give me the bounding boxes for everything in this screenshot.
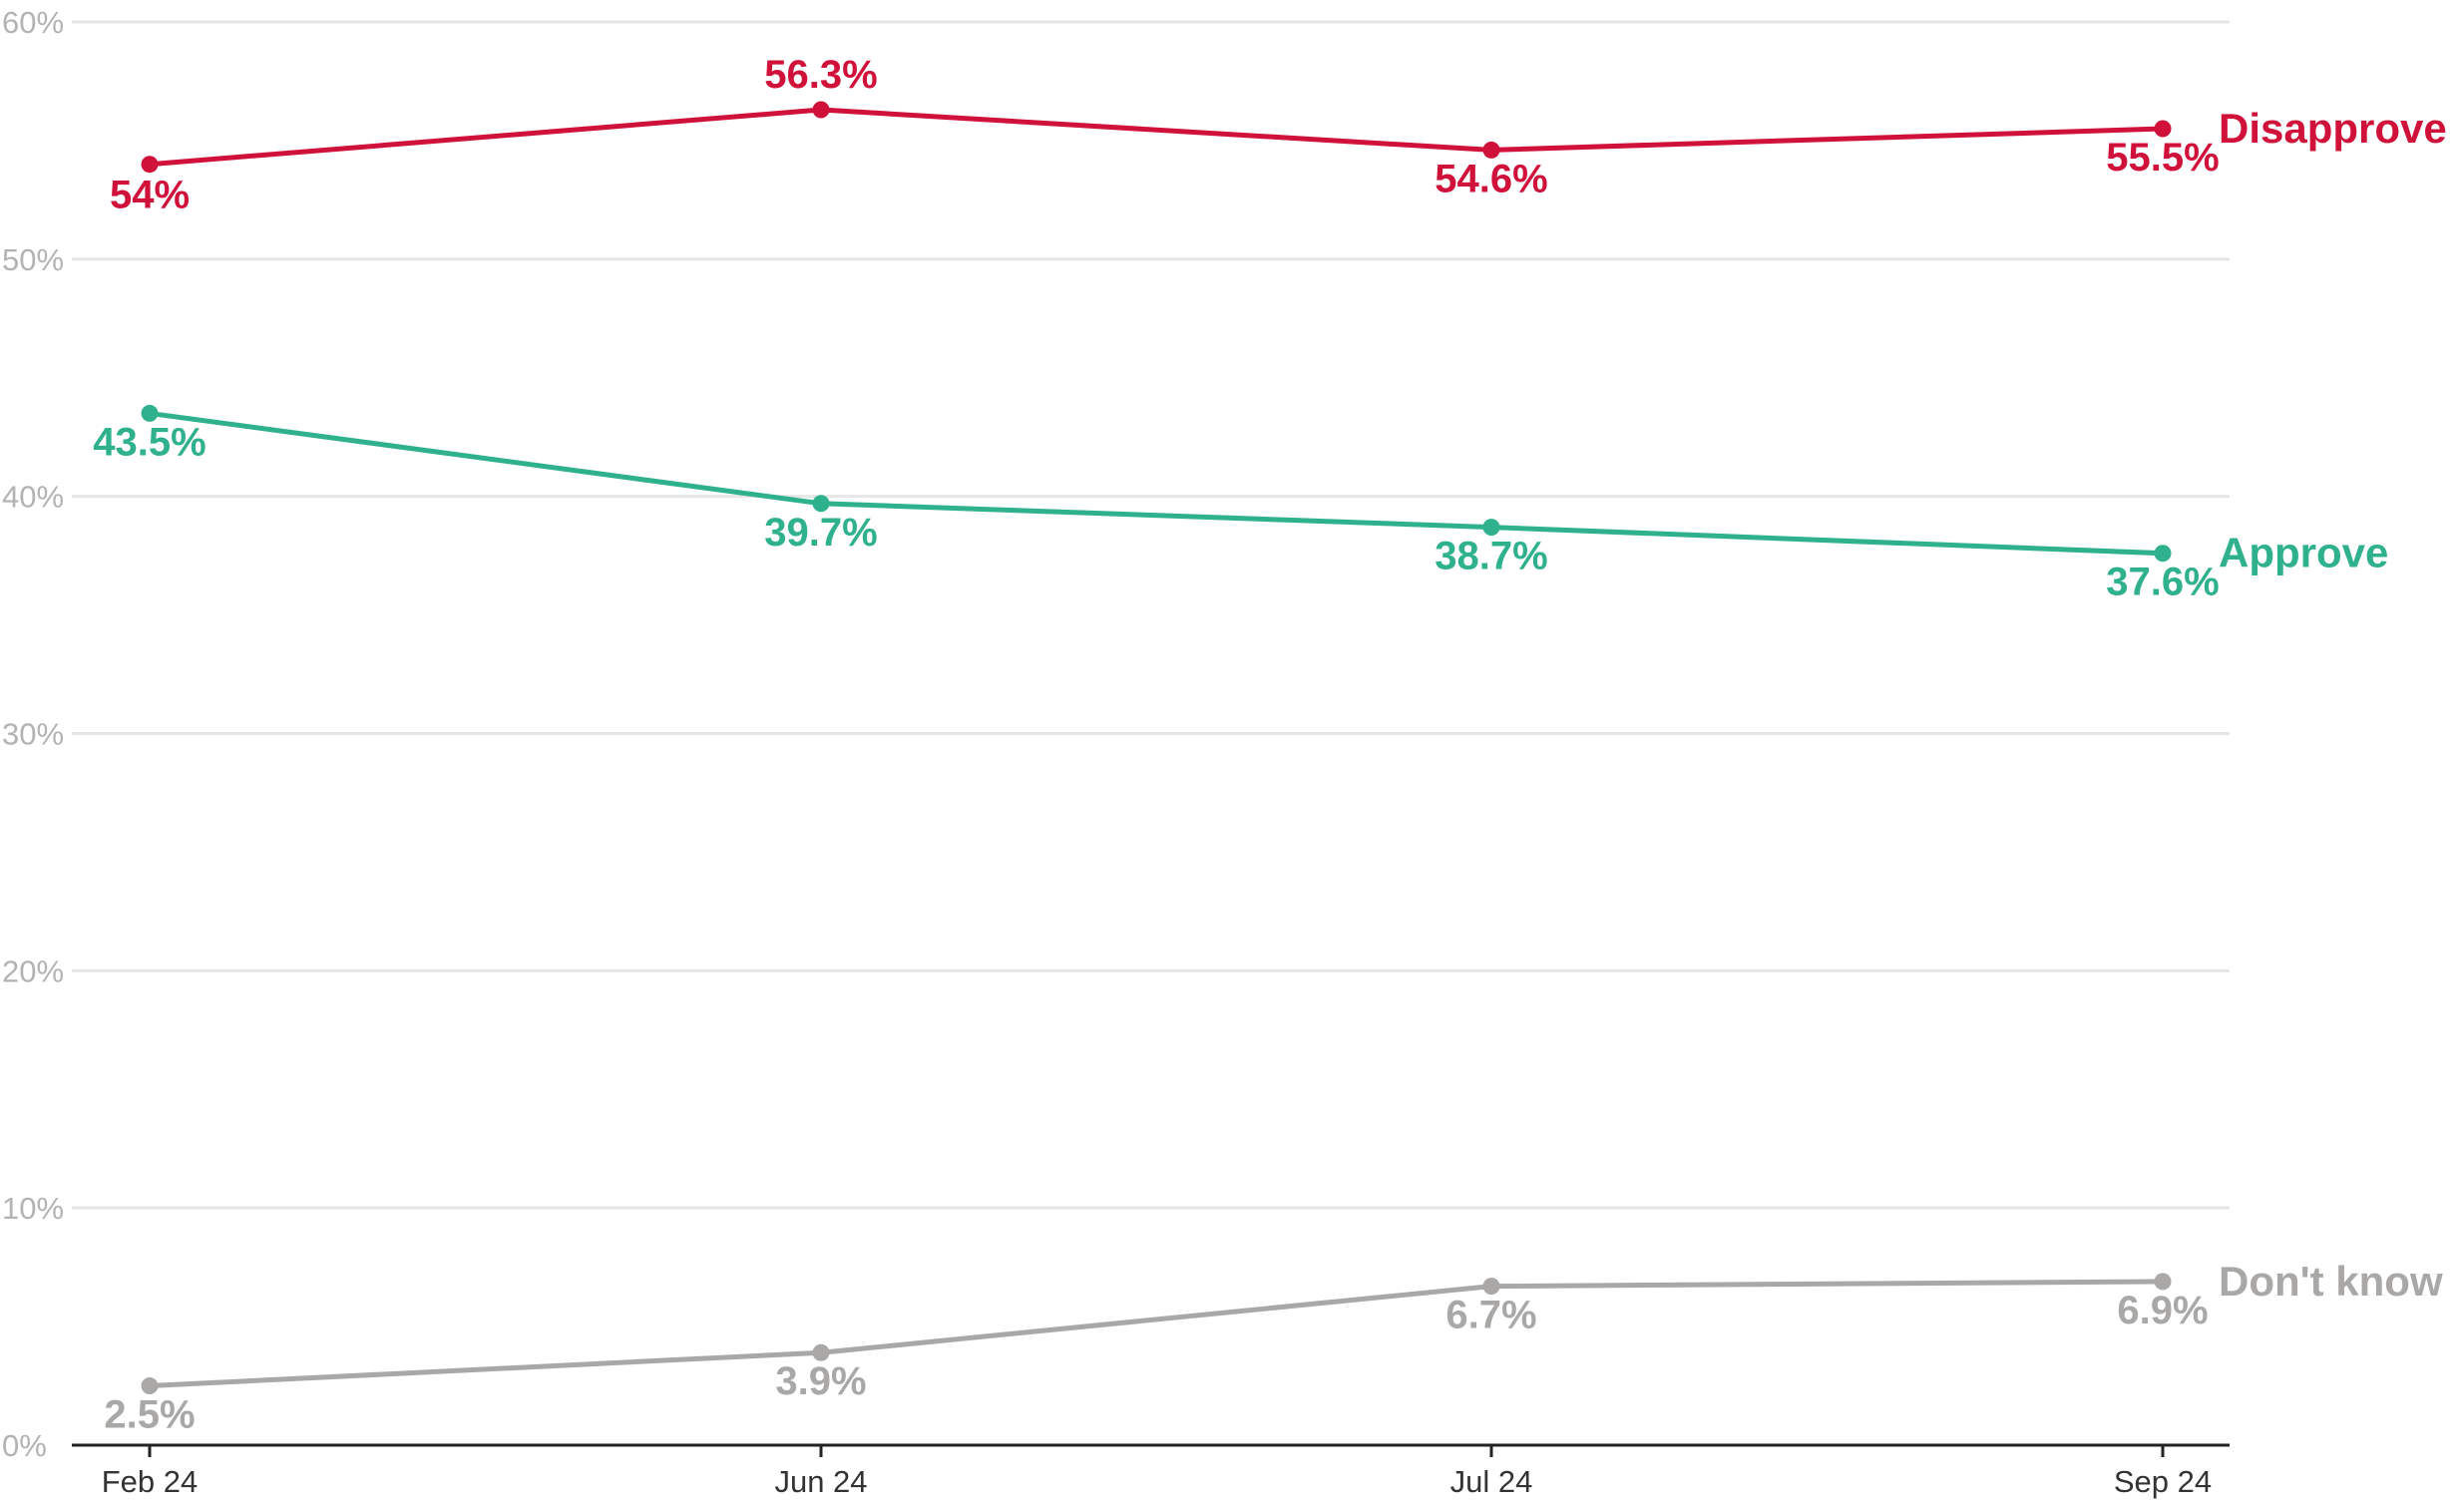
data-point-disapprove-3 <box>2154 120 2172 138</box>
data-point-approve-2 <box>1482 519 1500 537</box>
x-tick-label-3: Sep 24 <box>2114 1464 2212 1499</box>
x-tick-label-1: Jun 24 <box>774 1464 867 1499</box>
data-label-don-t-know-2: 6.7% <box>1445 1294 1536 1337</box>
x-tick-label-2: Jul 24 <box>1450 1464 1533 1499</box>
data-label-approve-0: 43.5% <box>93 420 205 464</box>
data-point-disapprove-0 <box>141 156 159 174</box>
y-tick-label-20: 20% <box>2 953 64 988</box>
data-label-don-t-know-0: 2.5% <box>104 1393 195 1437</box>
data-label-approve-1: 39.7% <box>764 511 877 555</box>
data-label-don-t-know-1: 3.9% <box>775 1359 866 1403</box>
data-point-don-t-know-0 <box>141 1377 159 1395</box>
series-disapprove: 54% 56.3% 54.6% 55.5%Disapprove <box>110 53 2447 217</box>
data-label-disapprove-0: 54% <box>110 174 190 217</box>
data-label-disapprove-1: 56.3% <box>764 53 877 97</box>
data-point-don-t-know-1 <box>812 1343 830 1361</box>
gridlines <box>72 20 2230 1210</box>
data-label-approve-3: 37.6% <box>2106 561 2219 604</box>
x-tick-label-0: Feb 24 <box>102 1464 199 1499</box>
y-tick-label-0: 0% <box>2 1428 47 1463</box>
series-line-don-t-know <box>147 1279 2166 1389</box>
y-tick-label-40: 40% <box>2 480 64 515</box>
data-point-don-t-know-2 <box>1482 1278 1500 1296</box>
y-tick-label-30: 30% <box>2 717 64 752</box>
data-label-disapprove-2: 54.6% <box>1435 157 1547 200</box>
series-line-approve <box>147 410 2166 557</box>
series-don-t-know: 2.5% 3.9% 6.7% 6.9% Don't know <box>104 1258 2443 1437</box>
series-label-disapprove: Disapprove <box>2219 105 2447 152</box>
data-point-don-t-know-3 <box>2154 1273 2172 1291</box>
data-label-don-t-know-3: 6.9% <box>2117 1289 2208 1332</box>
y-tick-label-10: 10% <box>2 1191 64 1226</box>
y-tick-label-50: 50% <box>2 242 64 277</box>
series-approve: 43.5% 39.7% 38.7% 37.6%Approve <box>93 404 2388 604</box>
data-point-approve-0 <box>141 404 159 422</box>
data-point-approve-1 <box>812 495 830 513</box>
data-point-approve-3 <box>2154 545 2172 563</box>
series-label-don-t-know: Don't know <box>2219 1258 2443 1305</box>
y-tick-label-60: 60% <box>2 5 64 40</box>
data-label-approve-2: 38.7% <box>1435 535 1547 578</box>
data-label-disapprove-3: 55.5% <box>2106 136 2219 180</box>
series-line-disapprove <box>147 107 2166 168</box>
series-label-approve: Approve <box>2219 530 2388 576</box>
data-point-disapprove-2 <box>1482 141 1500 159</box>
data-point-disapprove-1 <box>812 101 830 119</box>
